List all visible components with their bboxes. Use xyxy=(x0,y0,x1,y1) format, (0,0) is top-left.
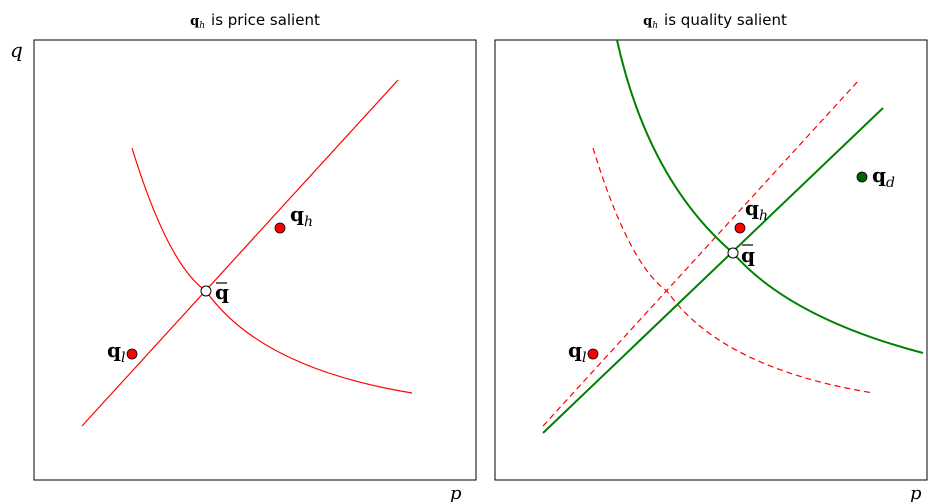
left-point-q-h xyxy=(274,222,286,234)
right-panel: qh is quality salient p qh ql qd q xyxy=(494,11,928,502)
left-plot-frame xyxy=(33,39,477,481)
right-dashed-price-line xyxy=(542,79,860,427)
left-point-q-bar xyxy=(200,285,212,297)
left-x-axis-label: p xyxy=(450,483,462,502)
left-panel: qh is price salient q p qh ql q xyxy=(10,11,477,502)
right-point-q-bar xyxy=(727,247,739,259)
y-axis-label: q xyxy=(10,38,23,62)
right-point-q-d xyxy=(856,171,868,183)
right-plot-frame xyxy=(494,39,928,481)
right-point-q-h xyxy=(734,222,746,234)
left-label-q-l: ql xyxy=(107,338,125,366)
left-label-q-h: qh xyxy=(290,202,313,230)
right-x-axis-label: p xyxy=(910,483,922,502)
right-green-indifference-curve xyxy=(616,40,924,354)
left-label-q-bar: q xyxy=(215,280,229,304)
right-label-q-l: ql xyxy=(568,338,586,366)
right-label-q-h: qh xyxy=(745,196,768,224)
right-dashed-indifference-curve xyxy=(592,147,874,394)
left-point-q-l xyxy=(126,348,138,360)
right-point-q-l xyxy=(587,348,599,360)
right-label-q-bar: q xyxy=(741,243,755,267)
left-price-line xyxy=(81,79,399,427)
left-panel-title: qh is price salient xyxy=(190,11,320,31)
left-indifference-curve xyxy=(131,147,413,394)
right-panel-title: qh is quality salient xyxy=(643,11,787,31)
right-label-q-d: qd xyxy=(872,163,895,191)
right-green-price-line xyxy=(542,107,884,434)
